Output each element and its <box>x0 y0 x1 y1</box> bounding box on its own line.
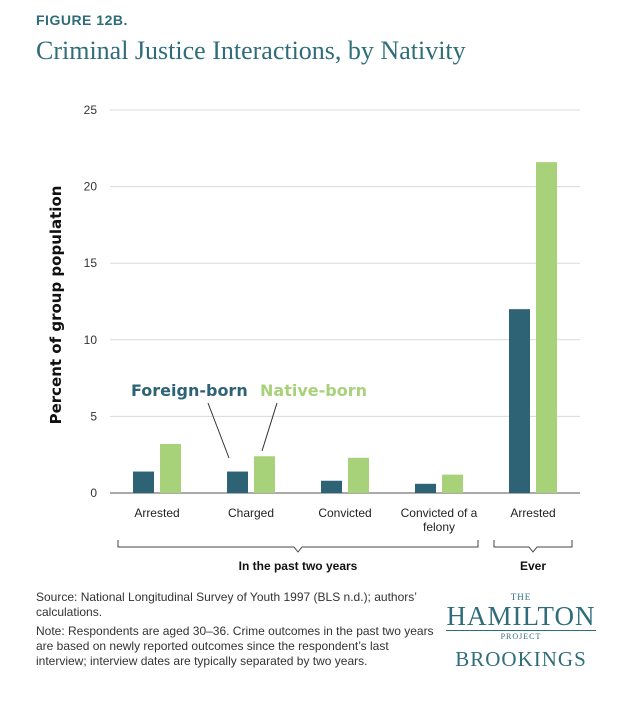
legend-native-born: Native-born <box>260 381 367 400</box>
bar-native-born <box>442 474 463 493</box>
bar-native-born <box>160 443 181 493</box>
notes: Source: National Longitudinal Survey of … <box>36 590 436 673</box>
group-bracket <box>493 540 573 553</box>
bar-native-born <box>348 457 369 493</box>
chart-title: Criminal Justice Interactions, by Nativi… <box>36 36 466 65</box>
x-tick-label: Convicted <box>318 506 371 520</box>
y-tick-label: 20 <box>84 180 98 194</box>
respondent-note: Note: Respondents are aged 30–36. Crime … <box>36 624 434 668</box>
legend-foreign-born: Foreign-born <box>131 381 248 400</box>
y-tick-label: 10 <box>84 333 98 347</box>
y-tick-label: 0 <box>90 486 97 500</box>
figure-label: FIGURE 12B. <box>36 12 128 28</box>
y-axis-label: Percent of group population <box>47 186 65 425</box>
legend-pointer-foreign <box>207 402 230 459</box>
source-note: Source: National Longitudinal Survey of … <box>36 590 417 619</box>
category-labels: Arrested Charged Convicted Convicted of a fe… <box>134 506 555 534</box>
logo-the: THE <box>510 592 532 602</box>
bar-foreign-born <box>415 483 436 493</box>
logo-hamilton: HAMILTON <box>446 601 596 631</box>
bar-foreign-born <box>133 471 154 493</box>
logo-brookings: BROOKINGS <box>455 647 587 671</box>
y-tick-label: 15 <box>84 256 98 270</box>
bar-native-born <box>536 162 557 493</box>
legend: Foreign-born Native-born <box>131 381 367 459</box>
x-tick-label: Convicted of a felony <box>401 506 478 534</box>
gridlines <box>110 109 580 494</box>
x-tick-label: Arrested <box>510 506 555 520</box>
y-axis-ticks: 0 5 10 15 20 25 <box>84 103 98 500</box>
group-bracket <box>117 540 479 553</box>
legend-pointer-native <box>261 402 278 452</box>
x-tick-label: Arrested <box>134 506 179 520</box>
y-tick-label: 5 <box>90 409 97 423</box>
y-tick-label: 25 <box>84 103 98 117</box>
group-label: Ever <box>520 559 546 573</box>
x-tick-label: Charged <box>228 506 274 520</box>
bar-foreign-born <box>321 480 342 493</box>
logo-project: PROJECT <box>500 632 542 641</box>
group-brackets: In the past two years Ever <box>117 540 573 573</box>
bar-foreign-born <box>509 309 530 493</box>
bar-native-born <box>254 456 275 493</box>
bars <box>133 162 557 493</box>
hamilton-brookings-logo: THE HAMILTON PROJECT BROOKINGS <box>436 592 606 672</box>
bar-foreign-born <box>227 471 248 493</box>
group-label: In the past two years <box>239 559 358 573</box>
bar-chart: 0 5 10 15 20 25 Arrested Charged Convicted Convi… <box>47 103 580 573</box>
